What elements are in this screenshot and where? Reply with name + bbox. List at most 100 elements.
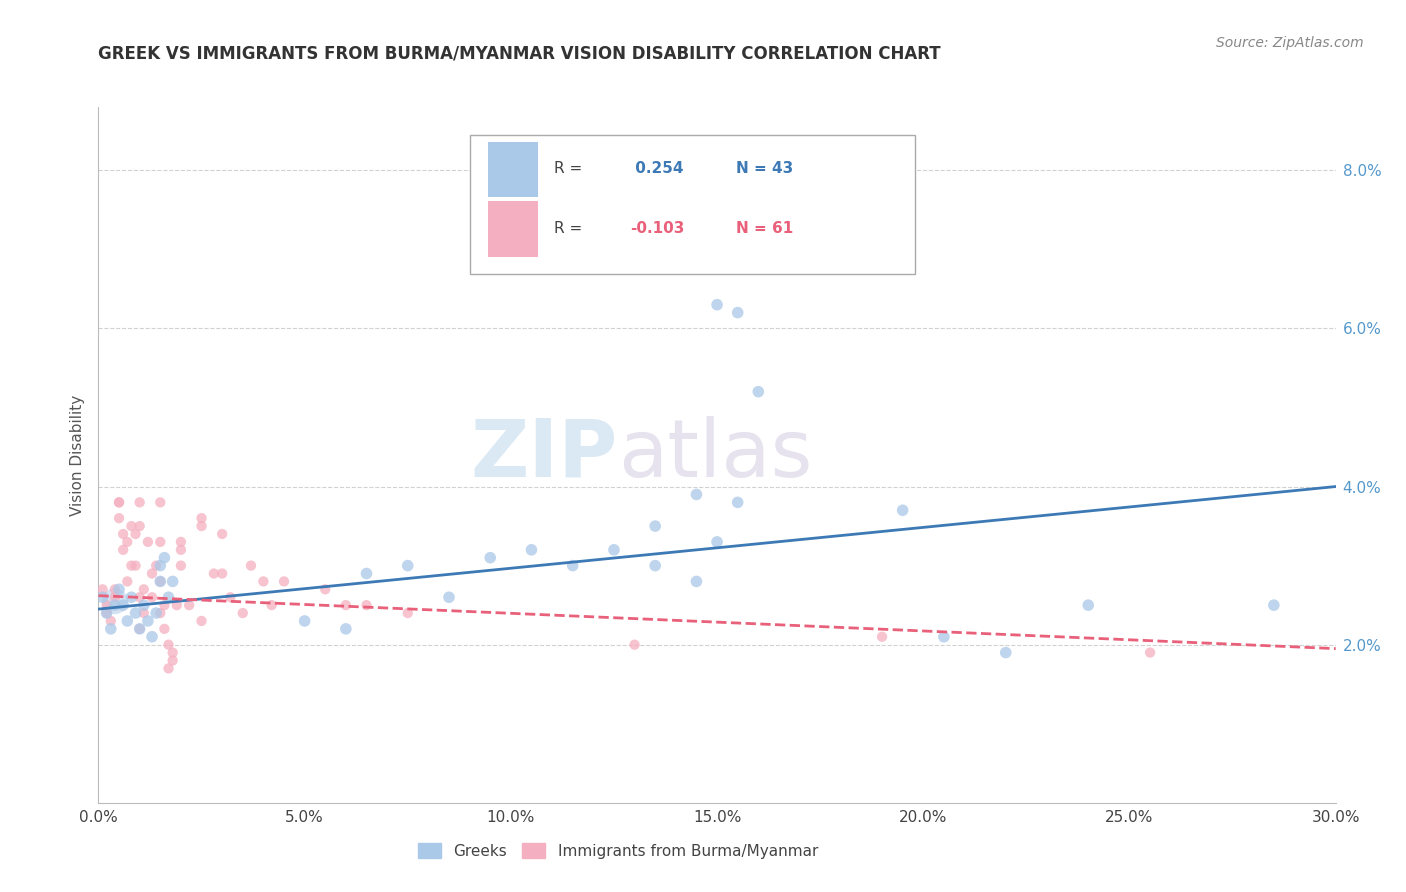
Point	[117, 574, 139, 589]
Point	[994, 646, 1017, 660]
Point	[179, 598, 201, 612]
Point	[153, 622, 176, 636]
Point	[120, 519, 142, 533]
Point	[100, 614, 122, 628]
Point	[561, 558, 583, 573]
Point	[124, 527, 146, 541]
Point	[685, 574, 707, 589]
Point	[128, 622, 150, 636]
Point	[117, 534, 139, 549]
Point	[104, 598, 127, 612]
Text: GREEK VS IMMIGRANTS FROM BURMA/MYANMAR VISION DISABILITY CORRELATION CHART: GREEK VS IMMIGRANTS FROM BURMA/MYANMAR V…	[98, 45, 941, 62]
Point	[294, 614, 316, 628]
Point	[128, 519, 150, 533]
Point	[706, 534, 728, 549]
Point	[1139, 646, 1161, 660]
Text: -0.103: -0.103	[630, 221, 685, 236]
Text: R =: R =	[554, 161, 582, 176]
Point	[149, 558, 172, 573]
Point	[157, 661, 180, 675]
Point	[153, 550, 176, 565]
Point	[141, 630, 163, 644]
Point	[141, 566, 163, 581]
Point	[162, 646, 184, 660]
Point	[145, 606, 167, 620]
Text: Source: ZipAtlas.com: Source: ZipAtlas.com	[1216, 36, 1364, 50]
Point	[91, 591, 114, 605]
Point	[96, 606, 118, 620]
Point	[623, 638, 645, 652]
Point	[685, 487, 707, 501]
Point	[190, 614, 212, 628]
Point	[120, 591, 142, 605]
Point	[932, 630, 955, 644]
Point	[141, 591, 163, 605]
Point	[96, 598, 118, 612]
Point	[100, 622, 122, 636]
Point	[170, 558, 193, 573]
Point	[136, 614, 159, 628]
Point	[124, 558, 146, 573]
Point	[149, 606, 172, 620]
Point	[132, 582, 155, 597]
Point	[153, 598, 176, 612]
Point	[1077, 598, 1099, 612]
Point	[104, 582, 127, 597]
Point	[170, 534, 193, 549]
Point	[335, 622, 357, 636]
Point	[149, 495, 172, 509]
Point	[124, 606, 146, 620]
Point	[132, 598, 155, 612]
Point	[356, 566, 378, 581]
Point	[190, 519, 212, 533]
Point	[252, 574, 274, 589]
Point	[157, 638, 180, 652]
FancyBboxPatch shape	[488, 201, 537, 257]
Point	[396, 558, 419, 573]
Text: 0.254: 0.254	[630, 161, 683, 176]
Point	[132, 606, 155, 620]
Point	[104, 591, 127, 605]
Point	[112, 542, 135, 557]
Point	[335, 598, 357, 612]
Point	[260, 598, 283, 612]
Point	[211, 566, 233, 581]
Point	[128, 495, 150, 509]
Point	[870, 630, 893, 644]
Point	[314, 582, 336, 597]
Text: R =: R =	[554, 221, 582, 236]
Point	[108, 495, 131, 509]
Point	[108, 511, 131, 525]
Point	[157, 591, 180, 605]
Point	[644, 519, 666, 533]
Point	[112, 527, 135, 541]
Point	[162, 574, 184, 589]
Point	[356, 598, 378, 612]
Point	[91, 582, 114, 597]
Text: N = 61: N = 61	[735, 221, 793, 236]
Point	[644, 558, 666, 573]
Point	[437, 591, 460, 605]
Point	[149, 574, 172, 589]
Text: atlas: atlas	[619, 416, 813, 494]
Point	[273, 574, 295, 589]
Point	[747, 384, 769, 399]
Point	[166, 598, 188, 612]
Point	[768, 202, 790, 217]
Point	[891, 503, 914, 517]
Point	[117, 614, 139, 628]
Point	[170, 542, 193, 557]
Point	[128, 622, 150, 636]
Text: N = 43: N = 43	[735, 161, 793, 176]
Point	[727, 495, 749, 509]
Point	[211, 527, 233, 541]
Point	[1263, 598, 1285, 612]
Point	[149, 534, 172, 549]
Point	[145, 558, 167, 573]
Point	[120, 558, 142, 573]
Point	[520, 542, 543, 557]
Point	[727, 305, 749, 319]
Text: ZIP: ZIP	[471, 416, 619, 494]
Point	[108, 582, 131, 597]
Point	[108, 495, 131, 509]
